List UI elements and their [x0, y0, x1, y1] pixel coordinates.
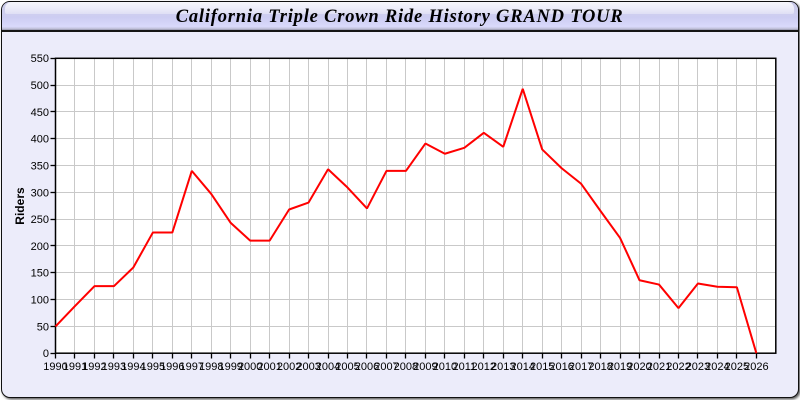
svg-text:2001: 2001: [257, 361, 281, 373]
svg-text:2011: 2011: [453, 361, 477, 373]
svg-text:100: 100: [31, 294, 49, 306]
svg-text:1996: 1996: [160, 361, 184, 373]
svg-text:1991: 1991: [63, 361, 87, 373]
svg-text:2002: 2002: [277, 361, 301, 373]
svg-text:2023: 2023: [686, 361, 710, 373]
svg-text:550: 550: [31, 53, 49, 65]
svg-text:2009: 2009: [413, 361, 437, 373]
svg-text:1992: 1992: [82, 361, 106, 373]
svg-text:1995: 1995: [141, 361, 165, 373]
svg-text:2025: 2025: [725, 361, 749, 373]
svg-text:250: 250: [31, 214, 49, 226]
svg-text:2017: 2017: [569, 361, 593, 373]
svg-text:450: 450: [31, 107, 49, 119]
svg-text:2012: 2012: [472, 361, 496, 373]
svg-text:2016: 2016: [549, 361, 573, 373]
svg-text:200: 200: [31, 241, 49, 253]
svg-text:2024: 2024: [705, 361, 729, 373]
svg-text:2021: 2021: [647, 361, 671, 373]
svg-text:500: 500: [31, 80, 49, 92]
svg-text:50: 50: [37, 321, 49, 333]
svg-text:2018: 2018: [588, 361, 612, 373]
svg-text:2020: 2020: [627, 361, 651, 373]
svg-text:1994: 1994: [121, 361, 145, 373]
svg-text:2013: 2013: [491, 361, 515, 373]
svg-text:2006: 2006: [355, 361, 379, 373]
svg-text:Riders: Riders: [13, 187, 27, 225]
svg-text:2000: 2000: [238, 361, 262, 373]
svg-text:2022: 2022: [666, 361, 690, 373]
svg-text:2014: 2014: [510, 361, 534, 373]
svg-text:1997: 1997: [180, 361, 204, 373]
svg-text:2008: 2008: [394, 361, 418, 373]
svg-text:0: 0: [43, 348, 49, 360]
svg-text:2019: 2019: [608, 361, 632, 373]
svg-text:400: 400: [31, 134, 49, 146]
svg-text:2010: 2010: [433, 361, 457, 373]
svg-text:2015: 2015: [530, 361, 554, 373]
svg-text:2007: 2007: [374, 361, 398, 373]
svg-text:1998: 1998: [199, 361, 223, 373]
svg-text:2026: 2026: [744, 361, 768, 373]
svg-text:150: 150: [31, 268, 49, 280]
svg-text:2005: 2005: [335, 361, 359, 373]
svg-text:1990: 1990: [43, 361, 67, 373]
svg-text:1999: 1999: [218, 361, 242, 373]
svg-text:2004: 2004: [316, 361, 340, 373]
svg-text:1993: 1993: [102, 361, 126, 373]
svg-text:300: 300: [31, 187, 49, 199]
svg-text:2003: 2003: [296, 361, 320, 373]
svg-text:350: 350: [31, 160, 49, 172]
